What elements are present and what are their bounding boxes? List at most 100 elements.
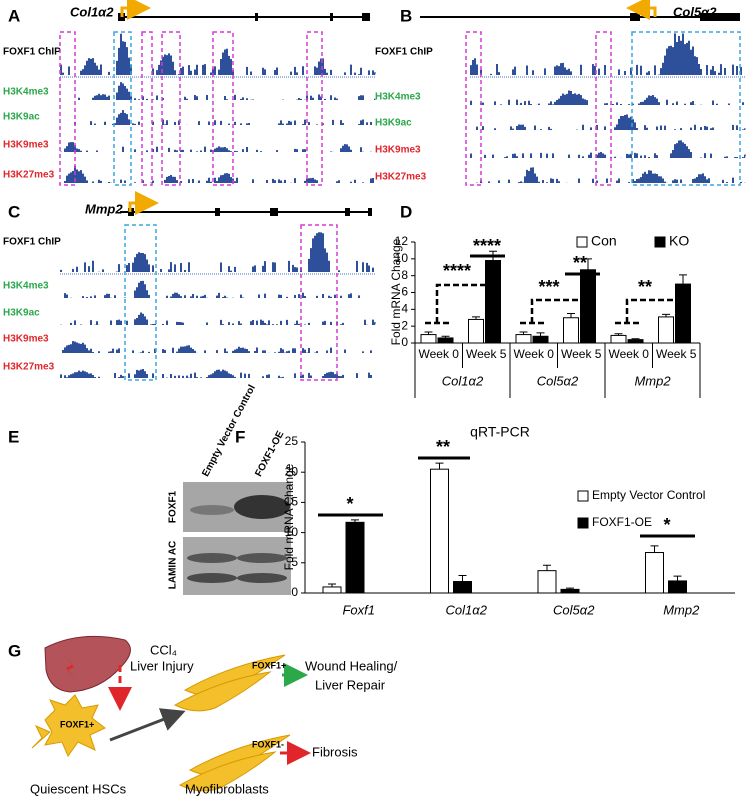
track: [60, 312, 376, 325]
bar: [580, 269, 596, 344]
panel-label: F: [235, 427, 245, 446]
significance-bracket: [615, 298, 690, 325]
significance-label: ****: [473, 236, 501, 256]
exon: [630, 13, 640, 21]
y-tick-label: 15: [285, 495, 299, 509]
bar: [468, 318, 484, 344]
panel-label: A: [8, 6, 20, 25]
region-box: [141, 31, 153, 186]
y-tick-label: 0: [401, 335, 408, 349]
track: [470, 90, 746, 105]
y-tick-label: 2: [401, 318, 408, 332]
diagram-text: Fibrosis: [312, 744, 358, 759]
legend-label: KO: [669, 233, 689, 249]
x-tick-label: Week 0: [419, 347, 460, 361]
y-tick-label: 6: [401, 285, 408, 299]
bar: [420, 334, 437, 344]
exon: [255, 13, 258, 21]
bar: [453, 581, 472, 594]
bar: [322, 586, 342, 594]
track-label: H3K4me3: [3, 87, 49, 98]
tss-arrow: [128, 191, 159, 215]
gene-label: Mmp2: [85, 201, 123, 216]
exon: [345, 208, 350, 216]
track: [60, 368, 376, 378]
panel-label: D: [400, 202, 412, 221]
exon: [270, 208, 278, 216]
diagram-text: Wound Healing/: [305, 658, 398, 673]
error-bar: [567, 313, 575, 318]
y-tick-label: 8: [401, 268, 408, 282]
track-label: H3K9me3: [3, 140, 49, 151]
tss-arrow: [626, 0, 657, 20]
legend-swatch: [654, 236, 666, 248]
error-bar: [673, 575, 682, 581]
bar: [437, 337, 454, 344]
legend-label: Empty Vector Control: [592, 488, 705, 502]
gene-label: Col1α2: [70, 4, 114, 19]
bar: [627, 339, 644, 344]
blot-label: LAMIN AC: [168, 541, 179, 590]
region-box: [113, 31, 132, 186]
track: [60, 280, 376, 298]
error-bar: [631, 338, 640, 340]
bar: [563, 317, 579, 344]
bar: [675, 283, 691, 344]
x-tick-label: Mmp2: [663, 602, 700, 617]
bar: [560, 588, 580, 594]
bar: [668, 580, 687, 594]
diagram-text: FOXF1+: [252, 660, 286, 670]
legend-swatch: [576, 236, 588, 248]
exon: [215, 208, 220, 216]
track: [470, 33, 746, 75]
region-box: [161, 31, 181, 186]
significance-bracket: [520, 298, 592, 325]
track: [60, 82, 376, 100]
western-blot: [183, 482, 291, 595]
error-bar: [424, 331, 433, 335]
diagram-text: FOXF1+: [60, 719, 94, 729]
track: [60, 142, 376, 152]
track: [60, 165, 376, 183]
region-box: [124, 224, 157, 381]
significance-label: *: [346, 494, 353, 514]
significance-label: ***: [538, 277, 559, 297]
track: [60, 232, 376, 272]
exon: [362, 13, 370, 21]
legend-swatch: [577, 517, 589, 529]
blot-label: FOXF1: [168, 490, 179, 523]
error-bar: [566, 587, 574, 590]
track-label: H3K9me3: [375, 145, 421, 156]
track-label: H3K9me3: [3, 334, 49, 345]
diagram-text: Myofibroblasts: [185, 781, 269, 796]
x-tick-label: Col5α2: [553, 602, 595, 617]
bar: [345, 521, 365, 594]
significance-bracket: [425, 283, 499, 325]
error-bar: [536, 332, 545, 337]
diagram-text: FOXF1-: [252, 739, 284, 749]
error-bar: [441, 335, 450, 338]
region-box: [306, 31, 323, 186]
exon: [330, 13, 333, 21]
error-bar: [435, 462, 444, 470]
panel-label: E: [8, 427, 19, 446]
region-box: [465, 31, 482, 186]
y-tick-label: 5: [291, 555, 298, 569]
legend-label: Con: [591, 233, 617, 249]
x-tick-label: Week 5: [656, 347, 697, 361]
region-box: [59, 31, 76, 186]
y-axis-label: Fold mRNA Change: [389, 238, 403, 345]
error-bar: [650, 545, 659, 553]
bar: [532, 335, 549, 344]
exon: [368, 208, 372, 216]
bar: [610, 334, 627, 344]
y-tick-label: 4: [401, 302, 408, 316]
track-label: H3K4me3: [375, 92, 421, 103]
error-bar: [679, 274, 687, 285]
bar: [515, 334, 532, 344]
error-bar: [519, 331, 528, 335]
track-label: FOXF1 ChIP: [3, 47, 61, 58]
region-box: [300, 224, 338, 381]
error-bar: [543, 564, 551, 571]
